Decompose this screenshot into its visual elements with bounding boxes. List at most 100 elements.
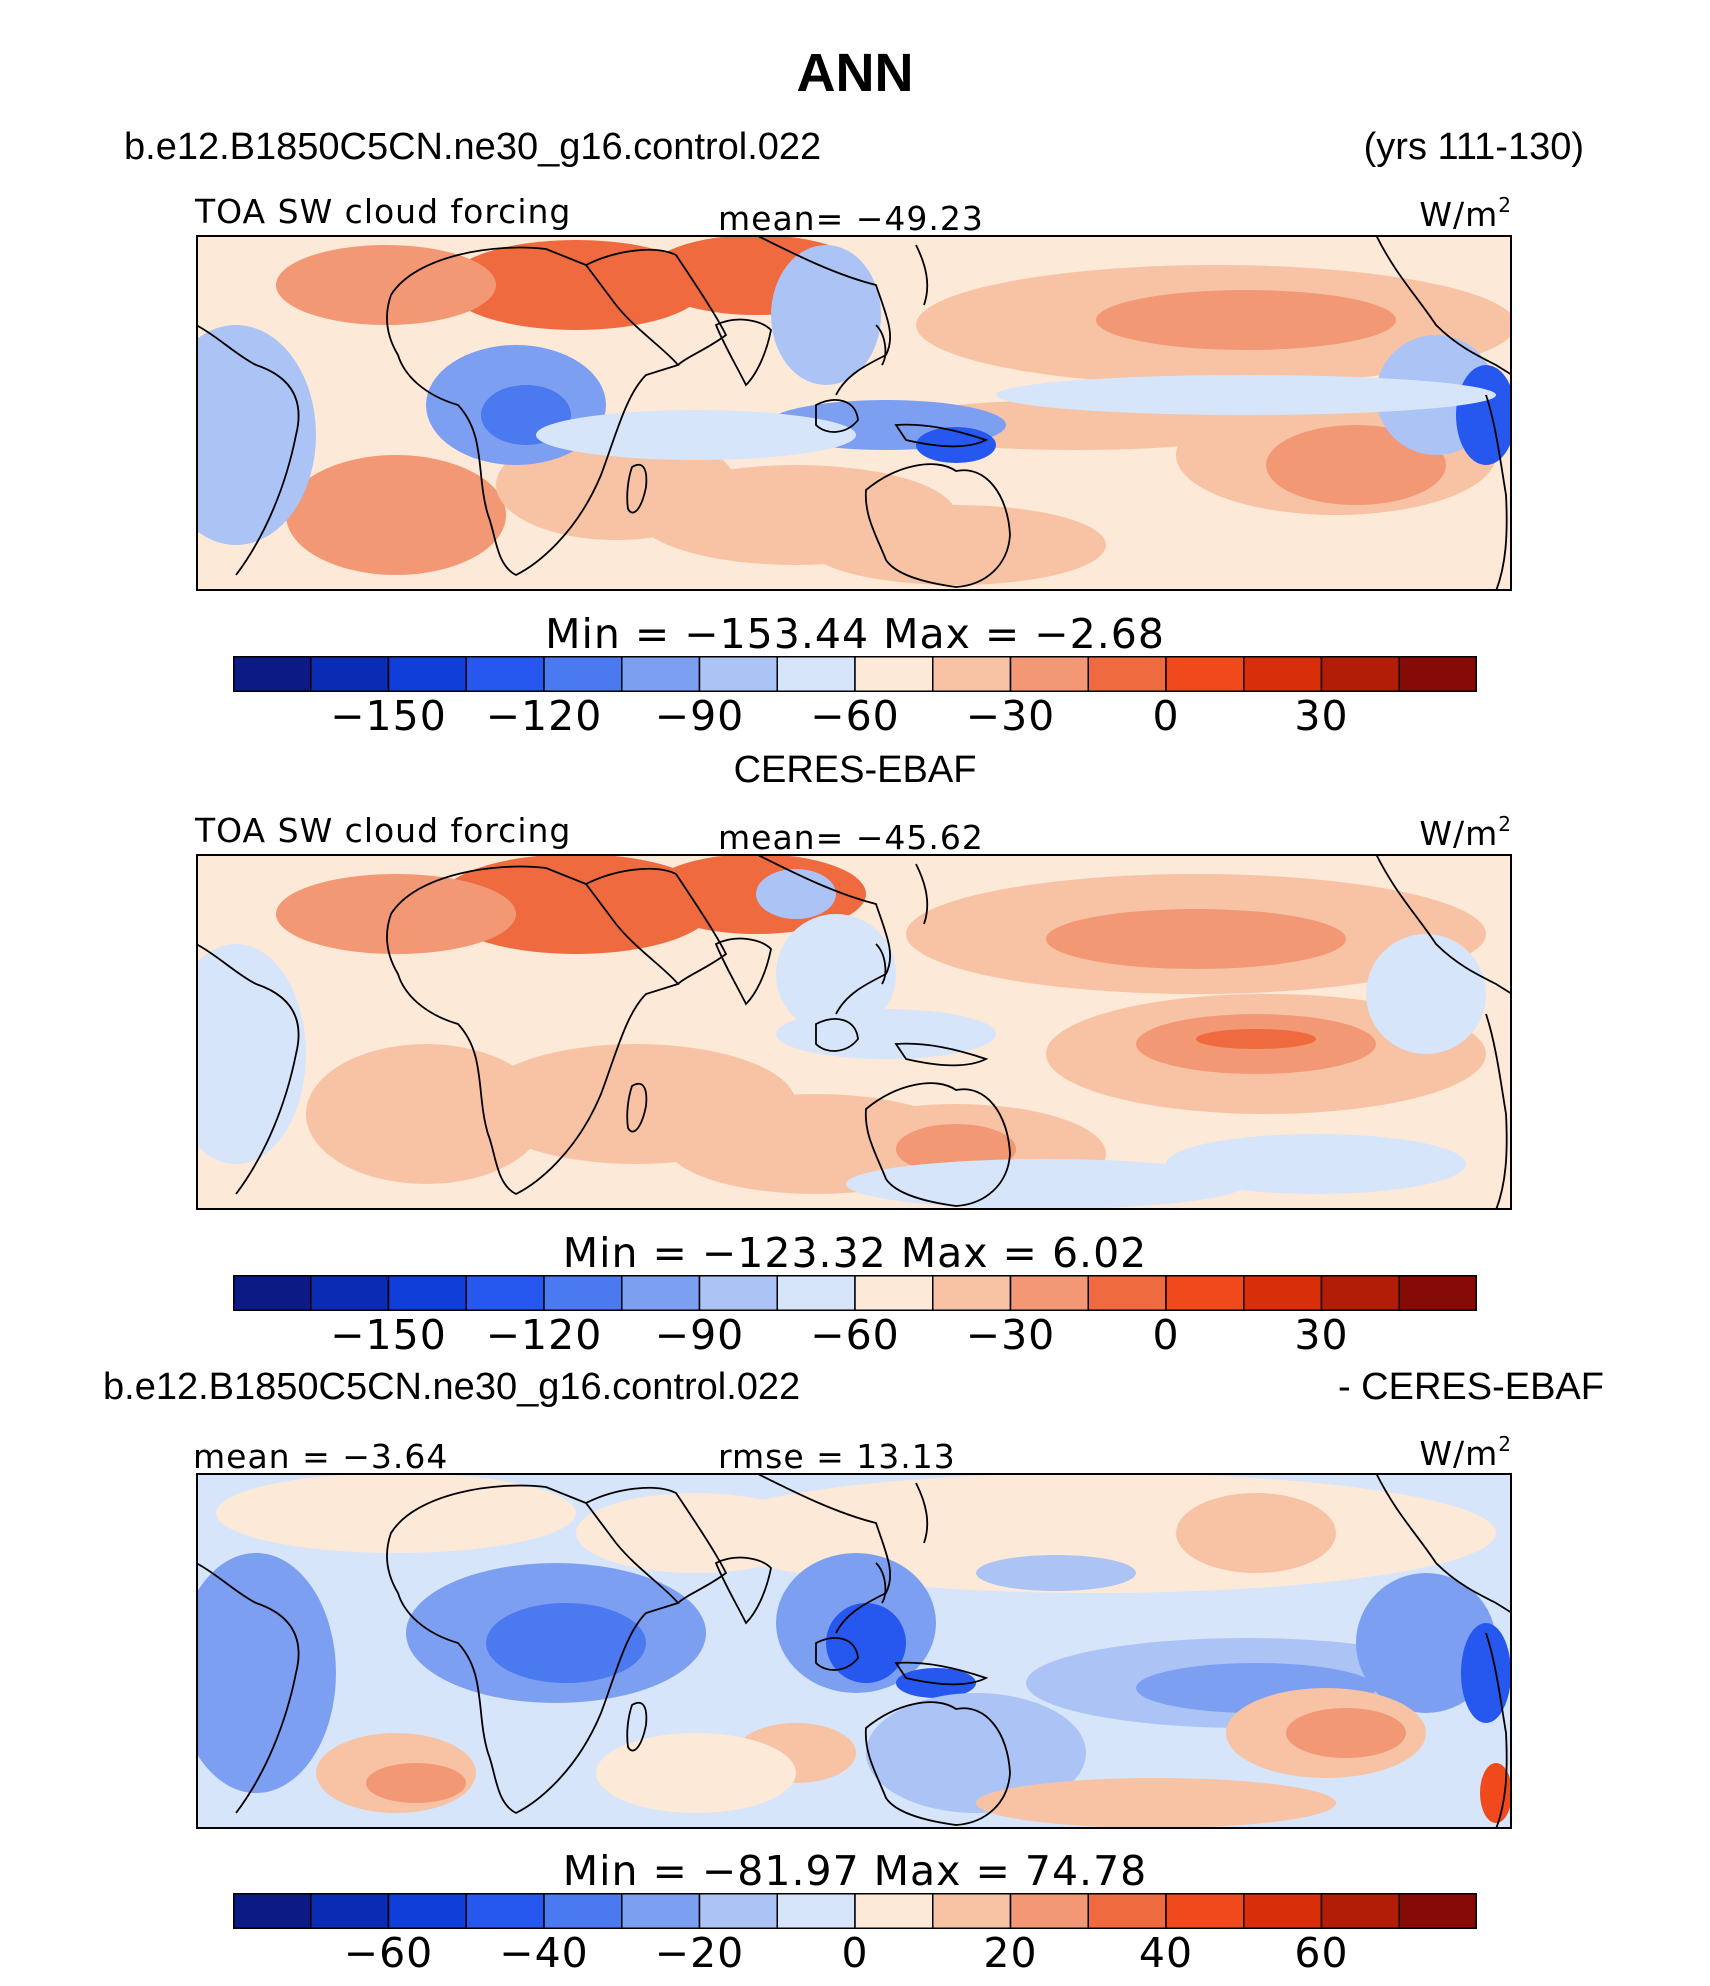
coastline — [815, 1018, 859, 1052]
coastline — [894, 1661, 989, 1686]
map-field — [196, 235, 1512, 591]
colorbar-box — [310, 1275, 390, 1311]
colorbar-box — [543, 656, 623, 692]
coastline — [1485, 1632, 1508, 1829]
coastline — [1375, 235, 1512, 376]
colorbar-box — [465, 656, 545, 692]
colorbar-box — [543, 1275, 623, 1311]
contour-region — [446, 240, 706, 330]
coastline — [815, 1637, 859, 1671]
colorbar-box — [776, 1275, 856, 1311]
colorbar-box — [776, 1893, 856, 1929]
colorbar-box — [1398, 656, 1477, 692]
contour-region — [1096, 290, 1396, 350]
map-frame — [196, 854, 1512, 1210]
colorbar-tick-label: −150 — [330, 1311, 447, 1359]
contour-region — [756, 869, 836, 919]
coastline — [626, 463, 648, 514]
coastline — [915, 863, 929, 925]
contour-region — [216, 1473, 576, 1553]
figure-title: ANN — [796, 43, 914, 103]
map-frame — [196, 1473, 1512, 1829]
colorbar-box — [1165, 656, 1245, 692]
contour-region — [846, 1159, 1246, 1209]
coastline — [915, 1482, 929, 1544]
colorbar-box — [1320, 1275, 1400, 1311]
coastline — [196, 1562, 300, 1814]
contour-region — [826, 1603, 906, 1683]
contour-region — [596, 1733, 796, 1813]
colorbar-box — [932, 1275, 1012, 1311]
colorbar-tick-label: −60 — [810, 1311, 900, 1359]
panel3-colorbar — [233, 1893, 1477, 1929]
contour-region — [1196, 1029, 1316, 1049]
colorbar-box — [543, 1893, 623, 1929]
coastline — [815, 399, 859, 433]
coastline — [1375, 1473, 1512, 1614]
colorbar-box — [621, 1275, 701, 1311]
coastline — [714, 937, 772, 1006]
map-frame — [196, 235, 1512, 591]
coastline — [585, 1486, 728, 1604]
colorbar-box — [1009, 1275, 1089, 1311]
colorbar-box — [233, 1275, 312, 1311]
panel2-case-label: CERES-EBAF — [733, 749, 977, 791]
contour-region — [1046, 909, 1346, 969]
coastline — [915, 244, 929, 306]
colorbar-tick-label: 0 — [1152, 1311, 1180, 1359]
colorbar-box — [1165, 1275, 1245, 1311]
colorbar-box — [932, 1893, 1012, 1929]
coastline — [386, 246, 680, 577]
colorbar-box — [1087, 1893, 1167, 1929]
contour-region — [771, 245, 881, 385]
coastline — [585, 248, 728, 366]
contour-region — [306, 1044, 546, 1184]
coastline — [196, 943, 300, 1195]
colorbar-box — [1243, 656, 1323, 692]
coastline — [585, 867, 728, 985]
panel3-rmse-label: rmse = 13.13 — [718, 1437, 956, 1476]
colorbar-tick-label: −30 — [965, 692, 1056, 740]
contour-region — [286, 455, 506, 575]
panel1-variable-label: TOA SW cloud forcing — [195, 192, 572, 231]
colorbar-tick-label: 60 — [1294, 1929, 1349, 1977]
contour-region — [486, 1603, 646, 1683]
colorbar-box — [1398, 1893, 1477, 1929]
colorbar-box — [387, 1275, 467, 1311]
coastline — [714, 318, 772, 387]
coastline — [875, 1562, 887, 1604]
panel3-case-label-right: - CERES-EBAF — [1337, 1366, 1604, 1408]
coastline — [196, 324, 300, 576]
colorbar-box — [310, 1893, 390, 1929]
contour-region — [196, 1553, 336, 1793]
coastline — [626, 1082, 648, 1133]
contour-region — [1480, 1763, 1512, 1823]
colorbar-box — [854, 1275, 934, 1311]
panel1-units: W/m2 — [1419, 193, 1512, 234]
colorbar-box — [1165, 1893, 1245, 1929]
colorbar-box — [854, 656, 934, 692]
coastline — [755, 1473, 891, 1634]
colorbar-box — [233, 656, 312, 692]
colorbar-box — [854, 1893, 934, 1929]
contour-region — [976, 1778, 1336, 1828]
coastline — [875, 943, 887, 985]
contour-region — [1461, 1623, 1511, 1723]
coastline — [714, 1556, 772, 1625]
panel1-minmax: Min = −153.44 Max = −2.68 — [545, 610, 1165, 658]
colorbar-box — [465, 1893, 545, 1929]
contour-region — [1166, 1134, 1466, 1194]
colorbar-frame — [233, 656, 1477, 692]
colorbar-box — [621, 1893, 701, 1929]
coastline — [755, 235, 891, 396]
colorbar-box — [1398, 1275, 1477, 1311]
colorbar-box — [465, 1275, 545, 1311]
panel1-mean-label: mean= −49.23 — [718, 199, 984, 238]
coastline — [755, 854, 891, 1015]
colorbar-tick-label: 0 — [1152, 692, 1180, 740]
colorbar-box — [1009, 656, 1089, 692]
colorbar-box — [698, 1893, 778, 1929]
colorbar-box — [310, 656, 390, 692]
panel2-colorbar — [233, 1275, 1477, 1311]
coastline — [1375, 854, 1512, 995]
